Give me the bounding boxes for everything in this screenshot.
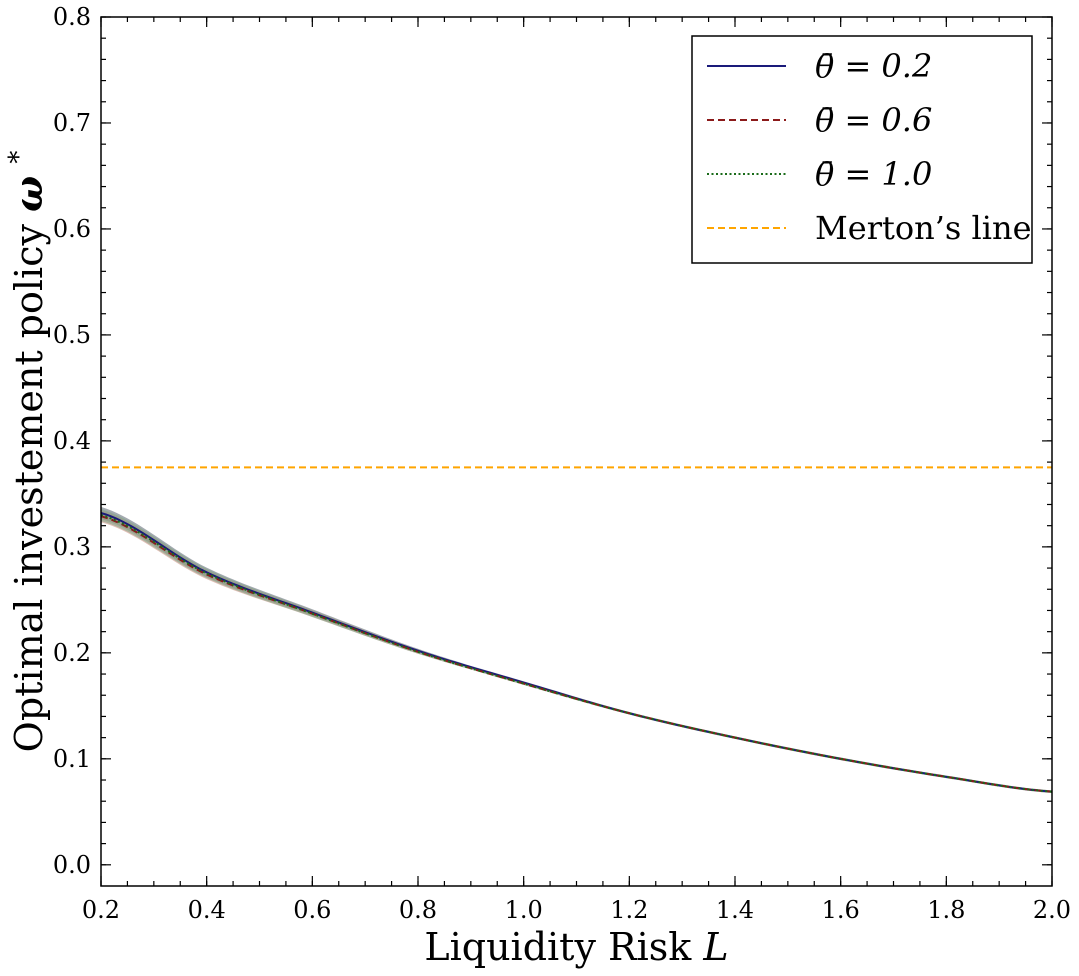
y-tick-label: 0.0	[53, 851, 91, 879]
x-axis-label-text: Liquidity Risk	[424, 925, 692, 969]
y-axis-label: Optimal investement policy ω *	[4, 151, 51, 753]
x-tick-label: 1.0	[505, 896, 543, 924]
x-tick-label: 0.8	[399, 896, 437, 924]
x-tick-label: 1.8	[927, 896, 965, 924]
y-tick-label: 0.8	[53, 3, 91, 31]
x-tick-label: 1.6	[822, 896, 860, 924]
series-line-1	[100, 512, 1053, 793]
legend-entry: Merton’s line	[707, 209, 1032, 247]
legend-label: θ̄ = 1.0	[815, 155, 932, 193]
y-tick-label: 0.4	[53, 427, 91, 455]
y-tick-label: 0.1	[53, 745, 91, 773]
uncertainty-bands	[101, 506, 1052, 793]
legend-label: θ̄ = 0.2	[815, 47, 932, 85]
legend: θ̄ = 0.2 θ̄ = 0.6 θ̄ = 1.0 Merton’s line	[691, 35, 1033, 264]
y-tick-label: 0.3	[53, 533, 91, 561]
legend-entry: θ̄ = 0.2	[707, 47, 932, 85]
x-tick-label: 2.0	[1033, 896, 1071, 924]
y-tick-label: 0.6	[53, 215, 91, 243]
x-axis-label: Liquidity Risk L	[424, 925, 728, 969]
x-tick-label: 1.4	[716, 896, 754, 924]
y-axis-label-superscript: *	[4, 151, 34, 164]
y-tick-label: 0.2	[53, 639, 91, 667]
legend-box	[691, 35, 1033, 264]
y-tick-label: 0.5	[53, 321, 91, 349]
series-lines	[100, 466, 1053, 793]
x-axis-label-symbol: L	[702, 925, 728, 969]
x-tick-label: 0.4	[188, 896, 226, 924]
y-axis-label-symbol: ω	[6, 176, 51, 212]
series-line-2	[100, 515, 1053, 793]
axis-tick-labels: 0.2 0.4 0.6 0.8 1.0 1.2 1.4 1.6 1.8 2.0 0.0 0.1 0.2 0…	[53, 3, 1071, 924]
plot-frame	[100, 16, 1053, 887]
legend-entries: θ̄ = 0.2 θ̄ = 0.6 θ̄ = 1.0 Merton’s line	[707, 47, 1032, 247]
y-tick-label: 0.7	[53, 109, 91, 137]
x-tick-label: 0.6	[293, 896, 331, 924]
band-series-3	[101, 509, 1052, 793]
x-tick-label: 1.2	[610, 896, 648, 924]
band-series-1	[101, 506, 1052, 793]
band-series-2	[101, 510, 1052, 793]
legend-entry: θ̄ = 1.0	[707, 155, 932, 193]
series-line-3	[100, 514, 1053, 793]
legend-label: Merton’s line	[815, 209, 1032, 247]
x-tick-label: 0.2	[82, 896, 120, 924]
legend-label: θ̄ = 0.6	[815, 101, 932, 139]
legend-entry: θ̄ = 0.6	[707, 101, 932, 139]
y-axis-label-text: Optimal investement policy	[7, 224, 51, 753]
